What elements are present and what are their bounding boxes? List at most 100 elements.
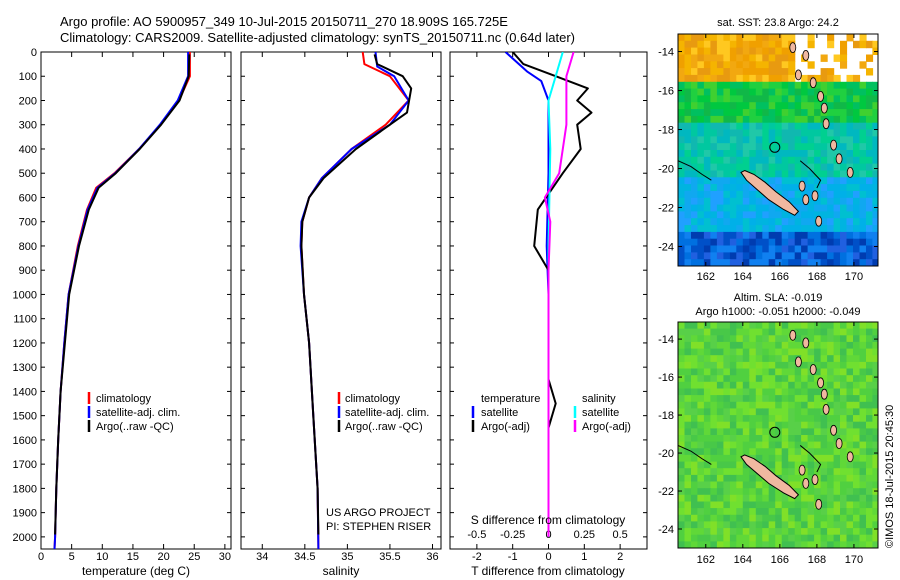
map-cell bbox=[749, 184, 757, 192]
map-cell bbox=[814, 204, 822, 212]
lon-tick-label: 168 bbox=[808, 554, 826, 566]
map-cell bbox=[866, 355, 874, 363]
map-cell bbox=[678, 428, 686, 436]
map-cell bbox=[788, 68, 796, 76]
depth-tick-label: 1400 bbox=[13, 386, 37, 398]
map-cell bbox=[710, 177, 718, 185]
map-cell bbox=[872, 322, 878, 330]
map-cell bbox=[840, 122, 848, 131]
map-cell bbox=[729, 252, 737, 260]
map-cell bbox=[814, 355, 822, 363]
map-cell bbox=[703, 238, 711, 247]
map-cell bbox=[678, 375, 686, 383]
map-cell bbox=[691, 348, 699, 356]
salinity-xlabel: salinity bbox=[323, 564, 360, 578]
map-cell bbox=[827, 541, 835, 548]
map-cell bbox=[781, 441, 789, 449]
map-cell bbox=[833, 122, 841, 131]
map-cell bbox=[846, 197, 854, 206]
map-cell bbox=[866, 115, 874, 124]
map-cell bbox=[775, 494, 783, 502]
map-cell bbox=[872, 328, 878, 336]
map-cell bbox=[723, 388, 731, 396]
legend-s-satellite: satellite bbox=[582, 407, 619, 419]
map-cell bbox=[742, 109, 750, 117]
map-cell bbox=[703, 441, 711, 449]
map-cell bbox=[678, 415, 686, 423]
map-cell bbox=[723, 204, 731, 212]
map-cell bbox=[840, 335, 848, 343]
map-cell bbox=[684, 441, 692, 449]
map-cell bbox=[840, 184, 848, 192]
map-cell bbox=[723, 245, 731, 253]
map-cell bbox=[775, 408, 783, 416]
map-cell bbox=[781, 74, 789, 83]
map-cell bbox=[788, 541, 796, 548]
map-cell bbox=[684, 47, 692, 55]
map-cell bbox=[755, 335, 763, 343]
map-cell bbox=[729, 150, 737, 158]
map-cell bbox=[697, 335, 705, 343]
map-cell bbox=[840, 341, 848, 350]
map-cell bbox=[684, 197, 692, 206]
map-cell bbox=[794, 454, 802, 463]
map-cell bbox=[729, 231, 737, 240]
map-cell bbox=[723, 102, 731, 110]
map-cell bbox=[820, 514, 828, 522]
map-cell bbox=[859, 421, 867, 429]
map-cell bbox=[716, 368, 724, 376]
map-cell bbox=[853, 335, 861, 343]
map-cell bbox=[794, 388, 802, 396]
map-cell bbox=[749, 528, 757, 536]
map-cell bbox=[736, 454, 744, 463]
map-cell bbox=[723, 34, 731, 42]
map-cell bbox=[685, 548, 692, 555]
map-cell bbox=[840, 408, 848, 416]
map-cell bbox=[872, 143, 878, 151]
map-cell bbox=[736, 381, 744, 389]
map-cell bbox=[846, 461, 854, 469]
map-cell bbox=[729, 68, 737, 76]
map-cell bbox=[788, 163, 796, 171]
map-cell bbox=[723, 468, 731, 476]
map-cell bbox=[755, 428, 763, 436]
map-cell bbox=[775, 368, 783, 376]
map-cell bbox=[755, 348, 763, 356]
map-cell bbox=[814, 421, 822, 429]
map-cell bbox=[716, 184, 724, 192]
map-cell bbox=[775, 218, 783, 226]
depth-tick-label: 1200 bbox=[13, 338, 37, 350]
map-cell bbox=[762, 211, 770, 219]
map-cell bbox=[742, 34, 750, 42]
map-cell bbox=[762, 163, 770, 171]
map-cell bbox=[678, 355, 686, 363]
map-cell bbox=[729, 494, 737, 502]
map-cell bbox=[872, 150, 878, 158]
map-cell bbox=[866, 395, 874, 403]
map-cell bbox=[768, 245, 776, 253]
map-cell bbox=[723, 441, 731, 449]
map-cell bbox=[833, 136, 841, 144]
map-cell bbox=[872, 474, 878, 483]
island bbox=[822, 403, 830, 415]
map-cell bbox=[742, 197, 750, 206]
salinity-x-axis: 34 34.5 35 35.5 36 bbox=[256, 52, 439, 563]
map-cell bbox=[788, 34, 796, 42]
map-cell bbox=[781, 143, 789, 151]
map-cell bbox=[710, 375, 718, 383]
map-cell bbox=[742, 341, 750, 350]
map-cell bbox=[872, 468, 878, 476]
map-cell bbox=[801, 122, 809, 131]
map-cell bbox=[775, 328, 783, 336]
map-cell bbox=[775, 150, 783, 158]
map-cell bbox=[678, 548, 685, 555]
map-cell bbox=[827, 170, 835, 178]
map-cell bbox=[736, 335, 744, 343]
map-cell bbox=[833, 211, 841, 219]
map-cell bbox=[833, 474, 841, 483]
map-cell bbox=[768, 435, 776, 443]
map-cell bbox=[742, 156, 750, 165]
map-cell bbox=[807, 122, 815, 131]
map-cell bbox=[833, 361, 841, 370]
map-cell bbox=[723, 150, 731, 158]
